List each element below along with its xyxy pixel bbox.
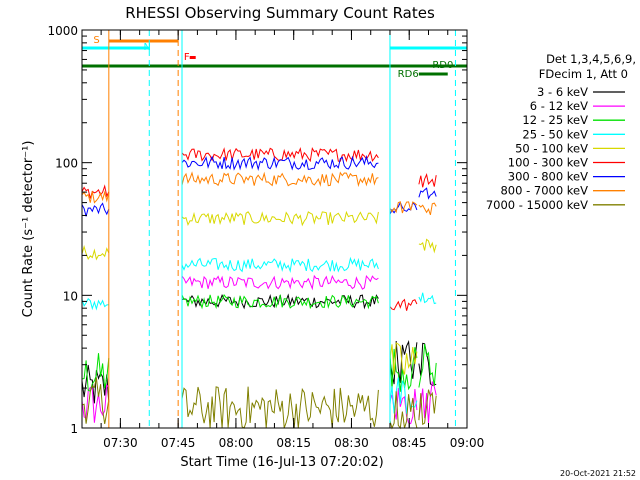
series-trace xyxy=(418,343,437,388)
legend-label: 6 - 12 keV xyxy=(530,99,588,113)
y-axis-label: Count Rate (s⁻¹ detector⁻¹) xyxy=(21,141,36,318)
series-trace xyxy=(81,364,110,404)
series-trace xyxy=(181,210,379,227)
series-trace xyxy=(418,238,437,254)
series-trace xyxy=(389,391,418,430)
series-trace xyxy=(81,384,110,423)
legend-label: 25 - 50 keV xyxy=(522,127,588,141)
y-tick-label: 100 xyxy=(55,157,78,171)
series-trace xyxy=(81,190,110,204)
series-trace xyxy=(81,184,110,199)
series-trace xyxy=(389,201,418,214)
series-trace xyxy=(389,377,418,414)
footer-date: 20-Oct-2021 21:52 xyxy=(560,469,636,478)
legend-label: 12 - 25 keV xyxy=(522,113,588,127)
legend-label: 7000 - 15000 keV xyxy=(486,198,588,212)
chart-title: RHESSI Observing Summary Count Rates xyxy=(125,4,435,22)
series-trace xyxy=(81,353,110,392)
legend-label: 100 - 300 keV xyxy=(508,156,588,170)
y-tick-label: 1 xyxy=(70,422,78,436)
flag-label: F xyxy=(184,52,190,63)
legend: Det 1,3,4,5,6,9, FDecim 1, Att 0 3 - 6 k… xyxy=(486,52,636,212)
series-trace xyxy=(389,347,418,392)
axes-layer: 1 10 100 1000 07:30 07:45 08:00 08:15 08:30 08:45… xyxy=(47,24,484,450)
series-trace xyxy=(418,389,437,426)
x-tick-label: 07:30 xyxy=(103,436,138,450)
data-layer xyxy=(81,146,437,430)
series-trace xyxy=(181,274,379,291)
series-trace xyxy=(418,172,437,188)
legend-header-line-1: Det 1,3,4,5,6,9, xyxy=(546,52,636,66)
series-trace xyxy=(389,342,418,375)
series-trace xyxy=(181,293,379,310)
series-trace xyxy=(81,297,109,311)
series-trace xyxy=(181,171,379,188)
flag-f-marker xyxy=(189,56,196,59)
legend-label: 300 - 800 keV xyxy=(508,170,588,184)
series-trace xyxy=(389,339,418,385)
flag-label: S xyxy=(93,35,99,46)
series-trace xyxy=(181,256,379,273)
series-trace xyxy=(418,381,437,424)
flag-label: N xyxy=(143,42,150,53)
series-trace xyxy=(81,244,110,261)
flags-layer: S N F RD0 RD6 xyxy=(82,30,467,428)
series-trace xyxy=(418,292,437,305)
x-tick-label: 08:30 xyxy=(334,436,369,450)
series-trace xyxy=(418,202,437,216)
legend-label: 3 - 6 keV xyxy=(537,85,588,99)
x-tick-label: 08:15 xyxy=(276,436,311,450)
x-tick-label: 08:45 xyxy=(392,436,427,450)
x-tick-label: 09:00 xyxy=(450,436,485,450)
series-trace xyxy=(81,377,110,424)
y-tick-label: 1000 xyxy=(47,24,78,38)
series-trace xyxy=(181,154,379,171)
series-trace xyxy=(418,187,437,200)
flag-label: RD6 xyxy=(398,69,419,80)
legend-label: 50 - 100 keV xyxy=(515,141,588,155)
series-trace xyxy=(181,386,379,429)
legend-label: 800 - 7000 keV xyxy=(500,184,588,198)
flag-label: RD0 xyxy=(432,60,453,71)
x-axis-label: Start Time (16-Jul-13 07:20:02) xyxy=(180,455,383,470)
x-tick-label: 07:45 xyxy=(161,436,196,450)
legend-header-line-2: FDecim 1, Att 0 xyxy=(539,67,628,81)
x-tick-label: 08:00 xyxy=(219,436,254,450)
series-trace xyxy=(389,298,418,311)
y-tick-label: 10 xyxy=(63,289,78,303)
